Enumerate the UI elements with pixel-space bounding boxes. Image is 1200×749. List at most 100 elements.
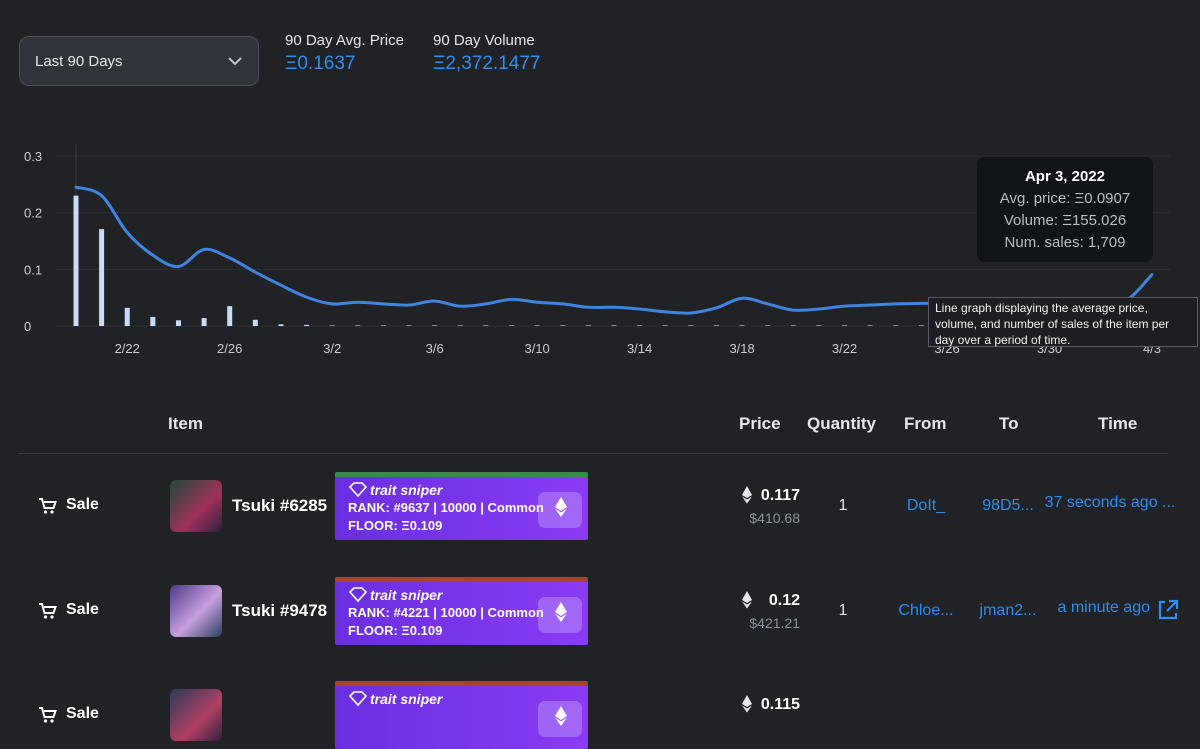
badge-text: RANK: #9637 | 10000 | Common [348, 500, 544, 515]
item-thumbnail [170, 689, 222, 741]
volume-bar [867, 325, 873, 326]
stat-label: 90 Day Avg. Price [285, 32, 404, 49]
stat-value: Ξ2,372.1477 [433, 53, 541, 74]
volume-bar [432, 325, 438, 326]
volume-bar [637, 325, 643, 326]
volume-bar [611, 325, 617, 326]
eth-icon [742, 695, 752, 713]
volume-bar [842, 325, 848, 326]
x-tick-label: 3/10 [524, 341, 549, 356]
badge-stripe [335, 472, 588, 477]
period-dropdown[interactable]: Last 90 Days [19, 36, 259, 86]
badge-text: trait sniper [370, 482, 443, 498]
item-name[interactable]: Tsuki #9478 [232, 600, 328, 620]
x-tick-label: 3/2 [323, 341, 341, 356]
event-time[interactable]: 37 seconds ago ... [1044, 494, 1176, 511]
volume-bar [278, 324, 284, 326]
volume-bar [688, 325, 694, 326]
sale-icon [39, 498, 57, 514]
volume-bar [99, 229, 105, 326]
sale-icon [39, 707, 57, 723]
x-tick-label: 3/14 [627, 341, 652, 356]
badge-stripe [335, 576, 588, 582]
trait-badge: trait sniper RANK: #4221 | 10000 | Common… [335, 576, 588, 645]
y-tick-label: 0.3 [24, 149, 42, 164]
badge-text: RANK: #4221 | 10000 | Common [348, 604, 544, 620]
x-tick-label: 3/22 [832, 341, 857, 356]
y-tick-label: 0 [24, 319, 31, 334]
badge-cart [538, 701, 582, 737]
volume-bar [380, 325, 386, 326]
eth-icon [555, 706, 567, 726]
event-type: Sale [66, 705, 99, 722]
x-tick-label: 2/22 [115, 341, 140, 356]
item-thumbnail [170, 480, 222, 532]
price-eth: 0.12 [768, 591, 800, 609]
volume-bar [585, 325, 591, 326]
y-tick-label: 0.1 [24, 262, 42, 277]
eth-icon [555, 601, 567, 622]
volume-bar [662, 325, 668, 326]
volume-bar [713, 325, 719, 326]
column-header: Price [739, 414, 781, 433]
volume-bar [790, 325, 796, 326]
x-tick-label: 2/26 [217, 341, 242, 356]
chevron [228, 57, 242, 66]
eth-icon [742, 486, 752, 504]
column-header: Quantity [807, 414, 876, 433]
page: { "filter": {"label": "Last 90 Days"}, "… [19, 32, 1198, 749]
chart-description: Line graph displaying the average price,… [928, 297, 1198, 347]
trait-badge: trait sniper [335, 681, 588, 749]
volume-bar [150, 316, 156, 326]
badge-text: FLOOR: Ξ0.109 [348, 622, 443, 638]
to-user[interactable]: jman2... [979, 601, 1037, 619]
volume-bar [252, 319, 258, 326]
volume-bar [227, 306, 233, 326]
to-user[interactable]: 98D5... [982, 497, 1034, 514]
volume-bar [918, 325, 924, 326]
badge-cart [538, 492, 582, 528]
tooltip-line: Avg. price: Ξ0.0907 [999, 190, 1131, 207]
volume-bar [816, 325, 822, 326]
price-usd: $410.68 [749, 510, 800, 526]
volume-bar [483, 325, 489, 326]
volume-bar [329, 325, 335, 326]
stat-label: 90 Day Volume [433, 32, 535, 49]
quantity: 1 [838, 601, 848, 619]
column-header: From [904, 414, 947, 433]
diamond-icon [348, 586, 368, 602]
volume-bar [560, 325, 566, 326]
column-header: Item [168, 414, 203, 433]
quantity: 1 [838, 497, 848, 514]
volume-bar [739, 325, 745, 326]
trait-badge: trait sniper RANK: #9637 | 10000 | Common… [335, 472, 588, 540]
tooltip-line: Num. sales: 1,709 [1004, 234, 1126, 251]
volume-bar [73, 195, 79, 326]
volume-bar [765, 325, 771, 326]
column-header: Time [1098, 414, 1138, 433]
volume-bar [201, 318, 207, 326]
diamond-icon [348, 691, 368, 707]
price-eth: 0.115 [760, 696, 800, 713]
header-divider [19, 453, 1168, 454]
x-tick-label: 3/6 [426, 341, 444, 356]
event-type: Sale [66, 496, 99, 513]
event-time[interactable]: a minute ago [1057, 598, 1150, 616]
from-user[interactable]: DoIt_ [906, 497, 946, 514]
volume-bar [457, 325, 463, 326]
volume-bar [355, 325, 361, 326]
event-type: Sale [66, 600, 99, 618]
item-name[interactable]: Tsuki #6285 [232, 496, 328, 515]
dropdown-label: Last 90 Days [35, 53, 123, 70]
badge-stripe [335, 681, 588, 686]
item-thumbnail [170, 584, 222, 637]
sale-icon [39, 602, 57, 619]
eth-icon [742, 590, 752, 608]
eth-icon [555, 497, 567, 517]
tooltip-line: Volume: Ξ155.026 [1003, 212, 1127, 229]
volume-bar [509, 325, 515, 326]
column-header: To [999, 414, 1019, 433]
tooltip-title: Apr 3, 2022 [1024, 168, 1106, 185]
volume-bar [304, 324, 310, 326]
from-user[interactable]: Chloe... [898, 601, 954, 619]
